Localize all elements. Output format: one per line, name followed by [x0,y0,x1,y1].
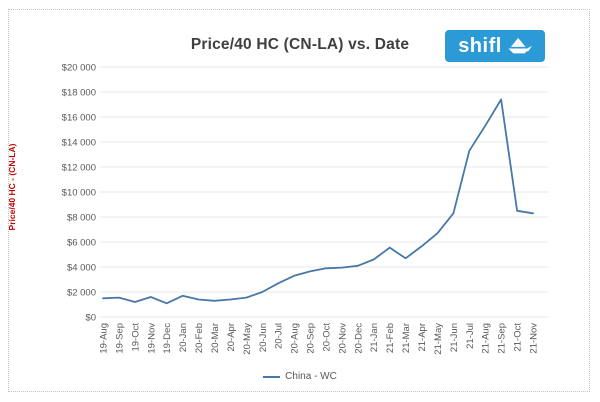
chart-title: Price/40 HC (CN-LA) vs. Date [190,36,410,53]
x-tick-label: 20-Jan [178,323,189,352]
legend-label: China - WC [285,371,337,382]
x-tick-label: 19-Nov [146,323,157,354]
y-tick-label: $8 000 [67,213,96,224]
y-tick-label: $6 000 [67,238,96,249]
x-tick-label: 19-Sep [114,323,125,354]
x-tick-label: 20-Apr [226,323,237,352]
x-tick-label: 21-Oct [513,323,524,352]
x-tick-label: 20-Jul [274,323,285,349]
x-tick-label: 21-Mar [401,323,412,353]
x-tick-label: 20-Aug [290,323,301,354]
x-tick-label: 20-Dec [353,323,364,354]
y-tick-label: $2 000 [67,288,96,299]
y-tick-label: $12 000 [62,163,96,174]
x-tick-label: 20-Sep [306,323,317,354]
y-tick-label: $20 000 [62,63,96,74]
x-tick-label: 20-Mar [210,323,221,353]
x-tick-label: 20-Oct [321,323,332,352]
x-tick-label: 21-Apr [417,323,428,352]
x-tick-label: 20-May [242,323,253,355]
x-tick-label: 19-Oct [130,323,141,352]
shifl-logo: shifl [445,30,545,62]
x-tick-label: 20-Jun [258,323,269,352]
x-tick-label: 19-Aug [99,323,110,354]
paper-boat-icon [508,37,532,54]
x-tick-label: 21-Sep [497,323,508,354]
y-tick-label: $18 000 [62,88,96,99]
x-tick-label: 21-Nov [529,323,540,354]
x-tick-label: 21-Jul [465,323,476,349]
y-tick-label: $4 000 [67,263,96,274]
x-tick-label: 21-Jan [369,323,380,352]
x-tick-label: 21-May [433,323,444,355]
x-tick-label: 20-Feb [194,323,205,353]
y-tick-label: $10 000 [62,188,96,199]
y-tick-label: $0 [85,313,96,324]
x-tick-label: 19-Dec [162,323,173,354]
x-tick-label: 20-Nov [337,323,348,354]
legend-line-marker [263,375,281,378]
x-tick-label: 21-Aug [481,323,492,354]
y-tick-label: $14 000 [62,138,96,149]
series-line [102,98,534,305]
legend: China - WC [0,371,600,382]
y-tick-label: $16 000 [62,113,96,124]
x-tick-label: 21-Feb [385,323,396,353]
x-tick-label: 21-Jun [449,323,460,352]
shifl-logo-text: shifl [458,35,502,57]
